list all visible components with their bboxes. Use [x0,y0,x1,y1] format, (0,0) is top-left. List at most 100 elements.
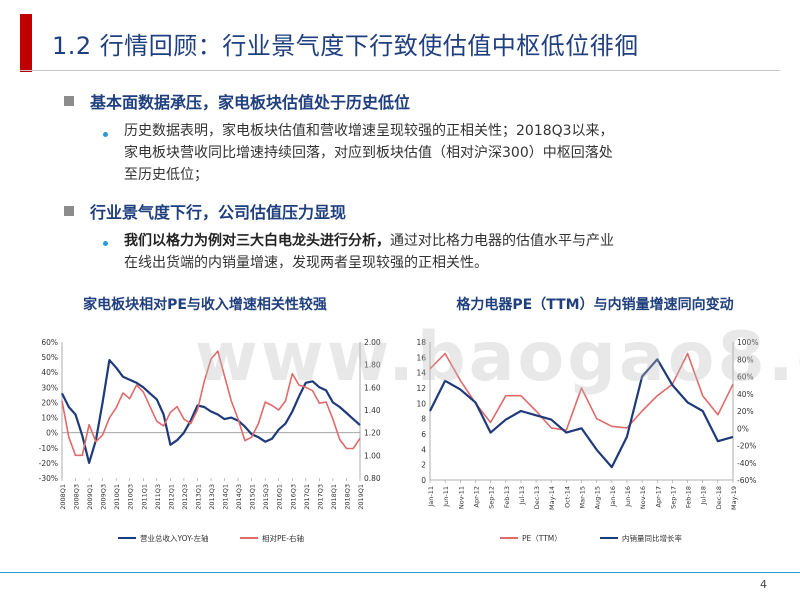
chart2-x-tick-label: Jan-11 [427,486,435,508]
chart2-x-tick-label: Jan-16 [609,486,617,508]
chart2-right-tick-label: 60% [737,373,754,382]
chart2-x-tick-label: Jul-13 [518,486,526,505]
chart1-right-tick-label: 0.80 [364,474,381,483]
chart1-right-tick-label: 1.00 [364,451,381,460]
page-number: 4 [760,578,767,591]
chart1-x-tick-label: 2011Q1 [140,484,148,510]
watermark-text: www.baogao8.com [195,318,800,397]
chart1-x-tick-label: 2009Q3 [100,484,108,510]
chart1-left-tick-label: 40% [41,368,58,377]
chart2-x-tick-label: Nov-11 [457,486,465,509]
chart1-legend-label-2: 相对PE-右轴 [262,533,304,543]
chart1-left-tick-label: -10% [39,444,58,453]
chart2-x-tick-label: Apr-12 [472,486,480,507]
section2-line-2: 在线出货端的内销量增速，发现两者呈现较强的正相关性。 [124,255,488,271]
chart2-right-tick-label: 80% [737,355,754,364]
chart2-x-tick-label: Dec-18 [715,486,723,509]
chart2-x-tick-label: Nov-16 [639,486,647,509]
chart2-x-tick-label: Dec-13 [533,486,541,509]
footer-divider [0,572,800,573]
chart1-x-tick-label: 2014Q1 [222,484,230,510]
section2-bullet-text: 我们以格力为例对三大白电龙头进行分析，通过对比格力电器的估值水平与产业 在线出货… [124,230,774,274]
chart1-x-tick-label: 2015Q1 [249,484,257,510]
chart2-left-tick-label: 0 [421,476,426,485]
chart2-series-2-line [429,358,734,469]
chart1-x-tick-label: 2012Q3 [181,484,189,510]
chart2-right-tick-label: 20% [737,407,754,416]
chart1-x-tick-label: 2009Q1 [86,484,94,510]
chart1-x-tick-label: 2016Q1 [276,484,284,510]
slide-title: 1.2 行情回顾：行业景气度下行致使估值中枢低位徘徊 [52,32,639,60]
chart2-right-tick-label: -60% [737,476,756,485]
chart1-x-tick-label: 2016Q3 [289,484,297,510]
chart2-x-tick-label: Feb-18 [685,486,693,508]
chart2-left-tick-label: 10 [416,399,426,408]
chart1-x-tick-label: 2014Q3 [235,484,243,510]
title-divider [20,70,780,71]
dot-bullet-icon [103,241,108,246]
section1-bullet-text: 历史数据表明，家电板块估值和营收增速呈现较强的正相关性；2018Q3以来， 家电… [124,120,764,186]
chart2-right-tick-label: -40% [737,459,756,468]
chart2-x-tick-label: Jul-18 [700,486,708,505]
chart1-right-tick-label: 1.80 [364,361,381,370]
chart1-right-tick-label: 2.00 [364,338,381,347]
chart2-legend-label-1: PE（TTM） [522,534,562,543]
section2-line-1-rest: 通过对比格力电器的估值水平与产业 [390,233,614,249]
chart2-left-tick-label: 4 [421,445,426,454]
chart2-left-tick-label: 18 [416,338,426,347]
chart1-right-tick-label: 1.60 [364,383,381,392]
chart1-x-tick-label: 2008Q3 [73,484,81,510]
chart2-x-tick-label: Apr-17 [654,486,662,507]
chart2-right-tick-label: -20% [737,442,756,451]
chart1-x-tick-label: 2011Q3 [154,484,162,510]
chart1-x-tick-label: 2010Q3 [127,484,135,510]
chart2-series-1-line [429,352,734,431]
chart2-x-tick-label: Oct-14 [563,486,571,508]
chart2-right-tick-label: 40% [737,390,754,399]
chart1-title: 家电板块相对PE与收入增速相关性较强 [83,297,327,313]
chart2-x-tick-label: Jun-11 [442,486,450,508]
chart2-x-tick-label: Jun-16 [624,486,632,508]
title-accent-bar [20,14,32,72]
chart2-left-tick-label: 12 [416,384,426,393]
chart1-x-tick-label: 2018Q1 [330,484,338,510]
chart1-x-tick-label: 2017Q1 [303,484,311,510]
section1-heading: 基本面数据承压，家电板块估值处于历史低位 [90,93,411,112]
chart2-right-tick-label: 100% [737,338,758,347]
chart1-x-tick-label: 2008Q1 [59,484,67,510]
title-band: 1.2 行情回顾：行业景气度下行致使估值中枢低位徘徊 [0,14,800,72]
chart1-left-tick-label: 30% [41,383,58,392]
chart1-x-tick-label: 2013Q1 [194,484,202,510]
section1-line-2: 家电板块营收同比增速持续回落，对应到板块估值（相对沪深300）中枢回落处 [124,145,613,161]
chart1-legend-label-1: 营业总收入YOY-左轴 [140,533,209,543]
chart2-x-tick-label: Mar-15 [579,486,587,508]
chart1-left-tick-label: -20% [39,459,58,468]
chart1-right-tick-label: 1.40 [364,406,381,415]
chart1-x-tick-label: 2010Q1 [113,484,121,510]
chart2-x-tick-label: May-19 [730,486,738,510]
chart1-x-tick-label: 2013Q3 [208,484,216,510]
section1-line-1: 历史数据表明，家电板块估值和营收增速呈现较强的正相关性；2018Q3以来， [124,123,614,139]
chart2-x-tick-label: Sep-12 [488,486,496,509]
chart1-x-tick-label: 2019Q1 [357,484,365,510]
chart1-left-tick-label: 20% [41,398,58,407]
chart1-x-tick-label: 2015Q3 [262,484,270,510]
chart1-x-tick-label: 2017Q3 [316,484,324,510]
chart2-x-tick-label: Feb-13 [503,486,511,508]
section1-line-3: 至历史低位； [124,167,208,183]
chart2-x-tick-label: May-14 [548,486,556,510]
chart2-legend-label-2: 内销量同比增长率 [622,533,682,543]
chart2-left-tick-label: 8 [421,415,426,424]
chart2-title: 格力电器PE（TTM）与内销量增速同向变动 [456,297,734,313]
chart1-left-tick-label: 60% [41,338,58,347]
chart2-x-tick-label: Aug-15 [594,486,602,509]
chart2-left-tick-label: 2 [421,461,426,470]
chart1-left-tick-label: 50% [41,353,58,362]
chart2-left-tick-label: 16 [416,353,426,362]
section2-heading: 行业景气度下行，公司估值压力显现 [90,203,347,222]
chart2-left-tick-label: 14 [416,369,426,378]
chart1-x-tick-label: 2012Q1 [167,484,175,510]
chart1-series-1-line [61,358,361,464]
chart1-svg: -30% -20% -10% 0% 10% 20% 30% 40% 50% 60% 0.80 1.00… [39,338,381,543]
chart1-left-tick-label: 10% [41,414,58,423]
